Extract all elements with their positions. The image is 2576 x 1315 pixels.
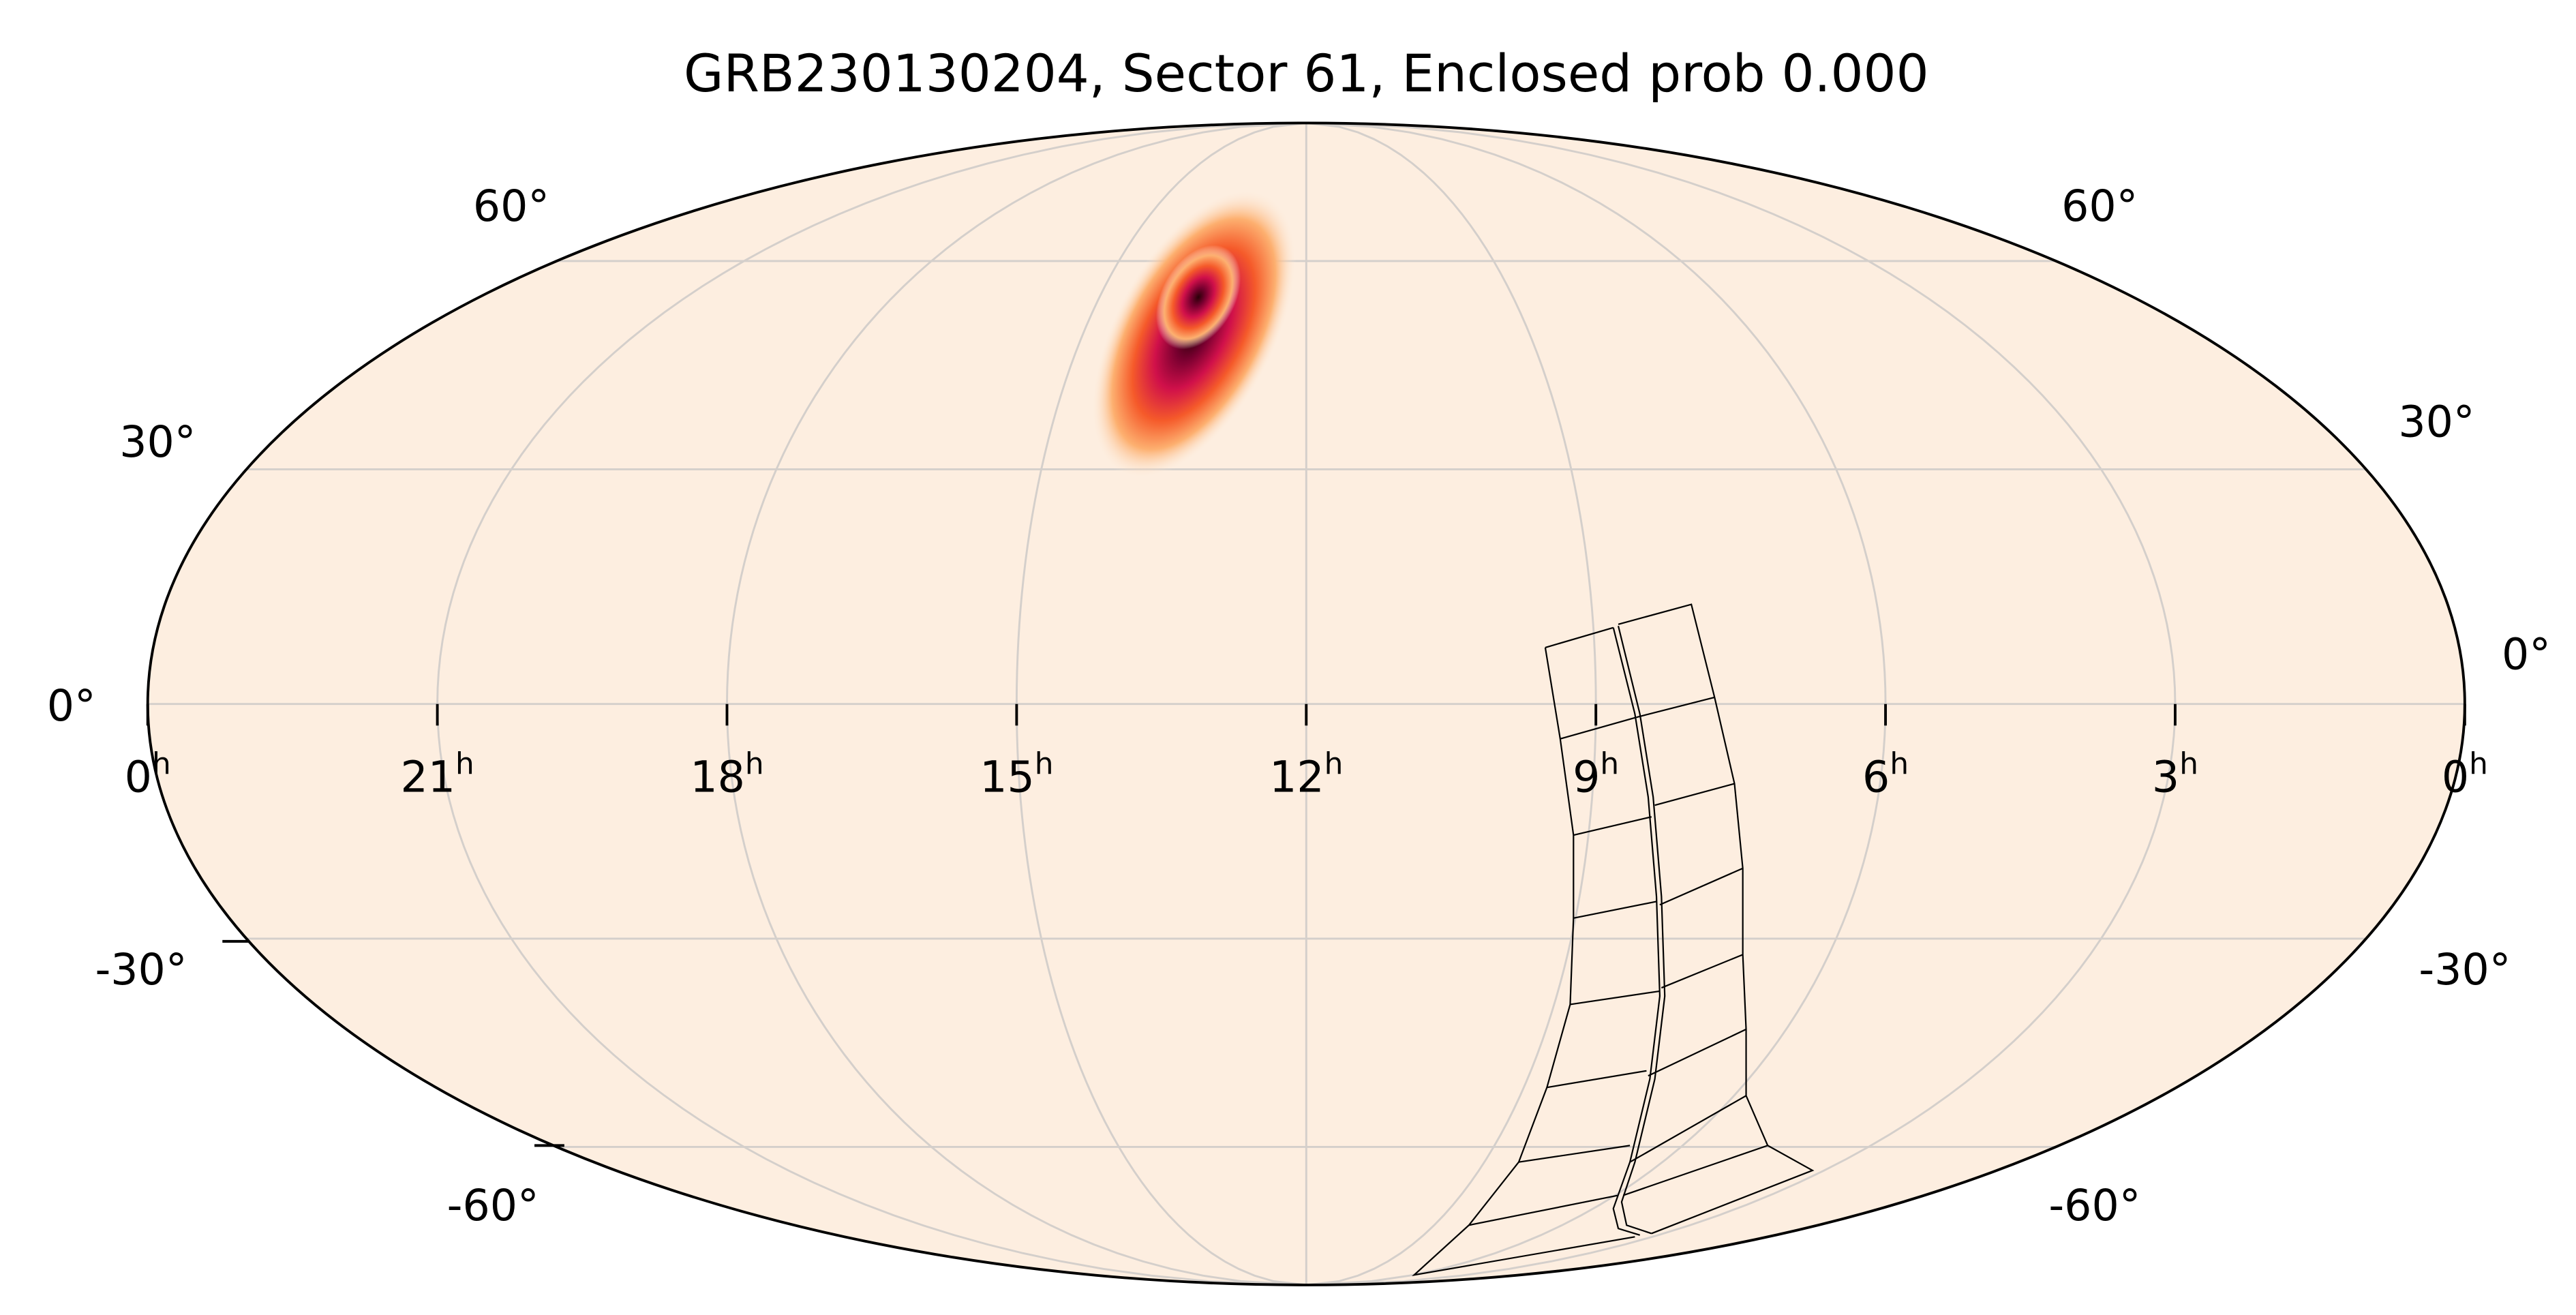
ra-tick-label: 15h [980,746,1053,802]
ra-tick-label: 3h [2152,746,2198,802]
dec-tick-label-right: -30° [2419,944,2511,995]
dec-tick-label-right: 60° [2061,181,2138,231]
probability-peak [1155,245,1241,350]
footprint-outline [1412,647,1635,1277]
dec-tick-label-left: -60° [447,1180,539,1230]
footprint-outline [1573,816,1652,836]
footprint-outline [1518,1145,1631,1163]
dec-tick-label-left: 30° [119,417,196,467]
probability-heatmap [1091,190,1297,479]
footprint-outline [1636,696,1715,719]
ra-tick-label: 12h [1269,746,1343,802]
footprint-outline [1547,1070,1647,1089]
ra-tick-label: 21h [400,746,474,802]
ra-tick-label: 0h [2442,746,2488,802]
axis-ticks [146,704,2466,1147]
chart-title: GRB230130204, Sector 61, Enclosed prob 0… [684,44,1929,104]
footprint-outline [1545,626,1614,648]
ra-tick-label: 18h [690,746,763,802]
tess-footprint [1412,603,1815,1277]
ra-tick-label: 0h [125,746,171,802]
dec-tick-label-left: 60° [473,181,549,231]
footprint-outline [1654,783,1735,806]
footprint-outline [1468,1194,1619,1226]
ra-tick-label: 9h [1573,746,1619,802]
footprint-outline [1573,901,1657,919]
footprint-outline [1570,990,1661,1006]
dec-tick-label-left: -30° [95,944,187,995]
dec-tick-label-right: -60° [2048,1180,2140,1230]
footprint-outline [1622,1145,1768,1196]
footprint-outline [1560,716,1637,740]
dec-tick-label-right: 0° [2502,629,2551,680]
footprint-outline [1648,1028,1747,1077]
footprint-outline [1629,1095,1747,1163]
footprint-outline [1612,627,1661,1236]
dec-tick-label-left: 0° [47,680,96,731]
footprint-outline [1659,867,1744,906]
footprint-outline [1617,625,1666,1235]
dec-tick-label-right: 30° [2398,397,2474,447]
ra-tick-label: 6h [1862,746,1909,802]
footprint-outline [1661,954,1744,989]
